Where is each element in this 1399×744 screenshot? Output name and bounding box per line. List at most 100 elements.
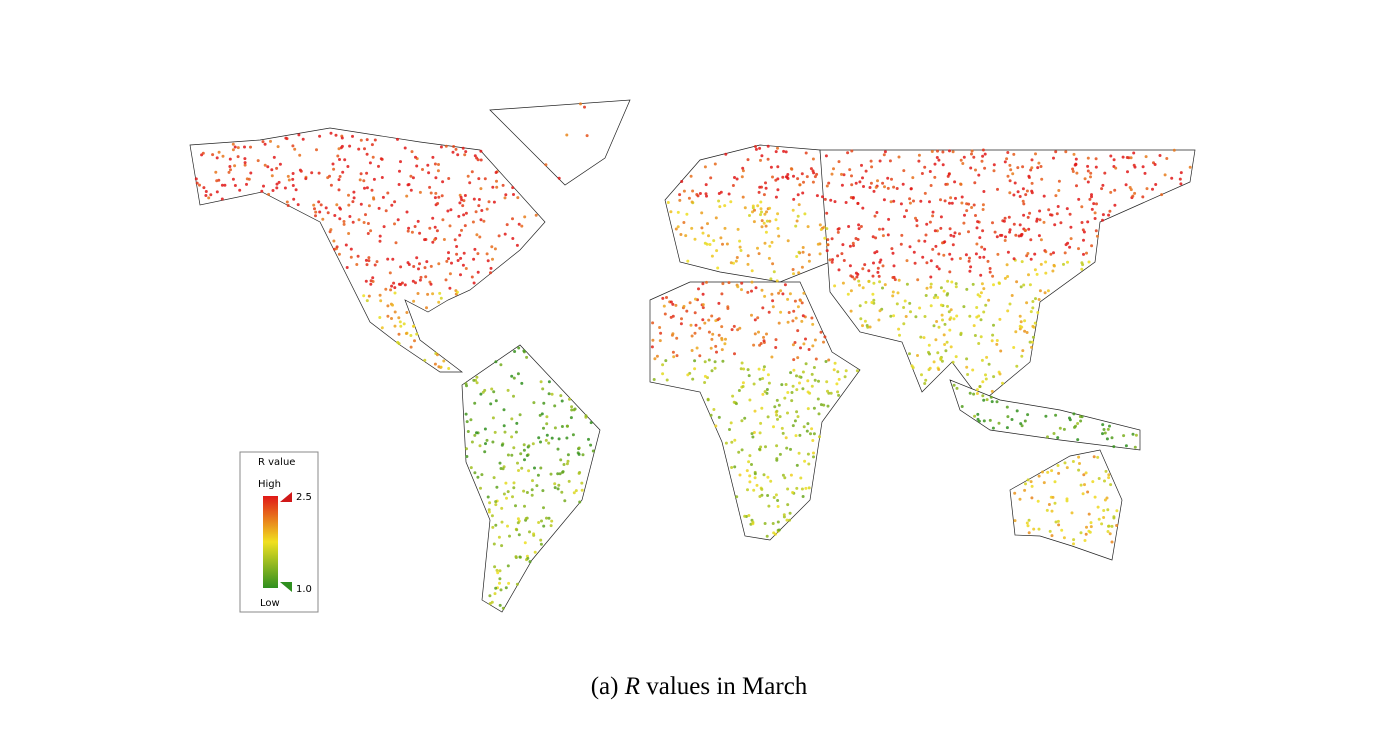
dot	[872, 298, 876, 302]
dot	[988, 270, 992, 274]
dot	[299, 169, 303, 173]
dot	[929, 259, 933, 263]
dot	[553, 486, 557, 490]
dot	[1124, 444, 1128, 448]
dot	[447, 367, 451, 370]
dot	[359, 138, 363, 142]
dot	[808, 391, 812, 395]
dot	[504, 481, 508, 485]
dot	[1030, 191, 1034, 195]
dot	[445, 259, 449, 263]
dot	[434, 191, 438, 195]
dot	[553, 404, 557, 408]
dot	[773, 532, 777, 536]
dot	[943, 343, 947, 346]
dot	[748, 454, 752, 458]
dot	[710, 369, 714, 373]
dot	[1131, 194, 1135, 198]
dot	[1006, 275, 1010, 278]
dot	[746, 290, 750, 294]
dot	[735, 177, 739, 181]
dot	[537, 436, 541, 440]
caption-text: values in March	[646, 673, 808, 700]
dot	[869, 159, 873, 163]
dot	[480, 473, 484, 477]
dot	[485, 252, 489, 256]
dot	[403, 146, 407, 150]
dot	[703, 241, 707, 245]
dot	[877, 318, 881, 322]
dot	[750, 280, 754, 284]
dot	[1054, 413, 1058, 417]
dot	[393, 200, 397, 204]
dot	[980, 358, 984, 362]
dot	[318, 134, 322, 138]
dot	[1089, 171, 1093, 175]
dot	[753, 476, 757, 480]
dot	[892, 185, 896, 189]
dot	[486, 495, 490, 499]
legend-box	[239, 451, 319, 613]
dot	[877, 274, 881, 278]
dot	[369, 282, 373, 286]
dot	[1084, 471, 1088, 475]
dot	[1003, 160, 1007, 164]
dot	[503, 196, 507, 200]
dot	[765, 391, 769, 395]
dot	[860, 163, 863, 167]
dot	[423, 266, 427, 270]
dot	[734, 259, 738, 263]
dot	[795, 388, 799, 392]
dot	[777, 403, 781, 407]
dot	[669, 210, 673, 214]
dot	[1057, 189, 1061, 192]
dot	[811, 439, 815, 442]
dot	[951, 360, 955, 364]
dot	[369, 279, 373, 283]
dot	[450, 261, 453, 265]
dot	[533, 550, 537, 554]
dot	[1083, 483, 1086, 487]
dot	[715, 350, 718, 354]
dot	[231, 148, 235, 152]
dot	[904, 315, 908, 318]
dot	[476, 158, 480, 162]
dot	[954, 355, 958, 359]
dot	[1038, 209, 1042, 213]
dot	[969, 166, 973, 170]
dot	[1087, 260, 1091, 264]
dot	[882, 198, 886, 202]
dot	[1033, 321, 1037, 325]
dot	[1094, 229, 1098, 233]
dot	[1071, 170, 1075, 173]
dot	[562, 463, 566, 466]
dot	[492, 390, 496, 394]
dot	[1071, 167, 1075, 171]
dot	[679, 322, 683, 326]
dot	[442, 238, 446, 241]
dot	[1106, 508, 1110, 512]
dot	[428, 185, 432, 189]
dot	[1015, 364, 1019, 368]
dot	[878, 280, 882, 284]
dot	[700, 211, 704, 215]
dot	[952, 317, 956, 321]
dot	[1079, 531, 1083, 535]
dot	[502, 408, 506, 412]
dot	[908, 197, 912, 201]
dot	[493, 247, 497, 251]
dot	[494, 500, 498, 504]
dot	[550, 392, 554, 396]
dot	[730, 440, 734, 444]
dot	[414, 281, 417, 285]
dot	[437, 195, 441, 199]
dot	[937, 158, 941, 162]
dot	[1030, 484, 1034, 488]
dot	[233, 184, 237, 187]
dot	[761, 377, 765, 380]
dot	[836, 230, 840, 234]
dot	[1016, 190, 1020, 194]
dot	[833, 284, 837, 288]
dot	[499, 363, 503, 367]
dot	[410, 150, 414, 154]
